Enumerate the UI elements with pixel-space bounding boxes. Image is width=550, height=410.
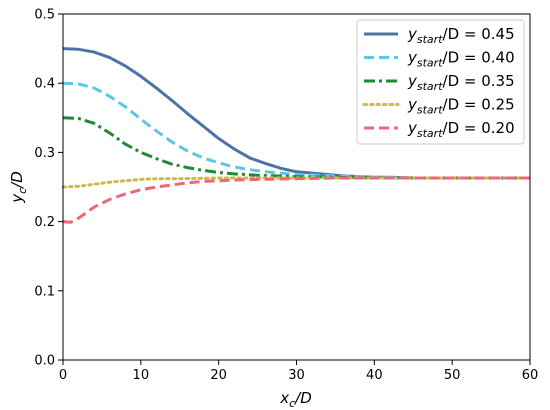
legend-label-3: ystart/D = 0.25	[407, 96, 515, 117]
x-tick-label: 60	[522, 368, 539, 383]
series-layer	[61, 47, 532, 224]
legend-label-0: ystart/D = 0.45	[407, 25, 515, 46]
x-tick-label: 0	[59, 368, 67, 383]
y-axis-label: yc/D	[8, 171, 29, 204]
x-tick-label: 20	[210, 368, 227, 383]
legend-label-2: ystart/D = 0.35	[407, 72, 515, 93]
legend-label-4: ystart/D = 0.20	[407, 119, 515, 140]
y-tick-label: 0.2	[34, 215, 55, 230]
y-tick-label: 0.5	[34, 8, 55, 23]
x-axis-label: xc/D	[279, 389, 312, 410]
legend-box	[356, 19, 525, 145]
series-line-4	[62, 176, 530, 224]
y-tick-label: 0.4	[34, 77, 55, 92]
legend-label-1: ystart/D = 0.40	[407, 49, 515, 70]
x-tick-label: 40	[366, 368, 383, 383]
x-tick-label: 50	[444, 368, 461, 383]
y-axis-ticks: 0.0 0.1 0.2 0.3 0.4 0.5	[34, 8, 63, 369]
y-tick-label: 0.0	[34, 354, 55, 369]
x-tick-label: 10	[133, 368, 150, 383]
x-axis-ticks: 0 10 20 30 40 50 60	[59, 360, 538, 383]
y-tick-label: 0.1	[34, 284, 55, 299]
x-tick-label: 30	[288, 368, 305, 383]
y-tick-label: 0.3	[34, 146, 55, 161]
